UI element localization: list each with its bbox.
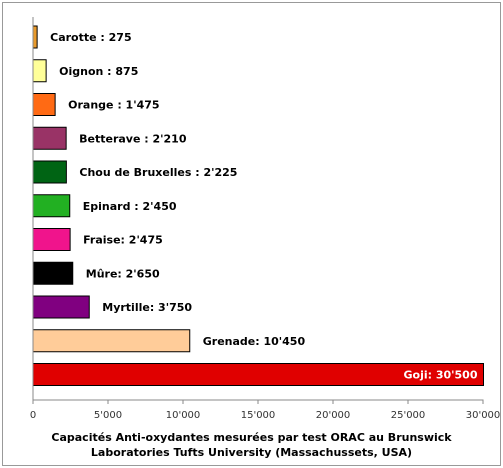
bar-label-betterave: Betterave : 2'210 (79, 132, 187, 145)
x-axis: 0 5'000 10'000 15'000 20'000 25'000 30'000 (30, 17, 500, 421)
x-tick-label-5: 25'000 (391, 410, 426, 421)
bar-oignon (32, 59, 47, 83)
bar-chou-de-bruxelles (32, 160, 67, 184)
bar-epinard (32, 194, 71, 218)
bar-label-grenade: Grenade: 10'450 (203, 335, 306, 348)
bar-label-orange: Orange : 1'475 (68, 99, 159, 112)
bar-grenade (32, 329, 191, 353)
bar-myrtille (32, 295, 90, 319)
x-tick-label-4: 20'000 (316, 410, 351, 421)
bar-label-fraise: Fraise: 2'475 (83, 234, 163, 247)
bar-label-epinard: Epinard : 2'450 (83, 200, 177, 213)
x-tick-label-0: 0 (30, 410, 36, 421)
chart-title-line-2: Laboratories Tufts University (Massachus… (90, 446, 413, 459)
bar-mure (32, 261, 74, 285)
x-tick-label-3: 15'000 (241, 410, 276, 421)
x-tick-label-6: 30'000 (466, 410, 501, 421)
bars-layer: Carotte : 275 Oignon : 875 Orange : 1'475 B… (32, 25, 484, 386)
x-tick-label-2: 10'000 (166, 410, 201, 421)
bar-carotte (32, 25, 38, 49)
bar-betterave (32, 126, 67, 150)
chart-title: Capacités Anti-oxydantes mesurées par te… (0, 430, 503, 460)
bar-label-mure: Mûre: 2'650 (86, 267, 160, 280)
bar-label-chou-de-bruxelles: Chou de Bruxelles : 2'225 (79, 166, 237, 179)
bar-label-oignon: Oignon : 875 (59, 65, 138, 78)
bar-label-myrtille: Myrtille: 3'750 (102, 301, 192, 314)
bar-label-goji: Goji: 30'500 (404, 369, 478, 382)
chart-title-line-1: Capacités Anti-oxydantes mesurées par te… (51, 431, 452, 444)
x-tick-label-1: 5'000 (94, 410, 122, 421)
bar-label-carotte: Carotte : 275 (50, 31, 131, 44)
bar-fraise (32, 228, 71, 251)
bar-orange (32, 93, 56, 116)
